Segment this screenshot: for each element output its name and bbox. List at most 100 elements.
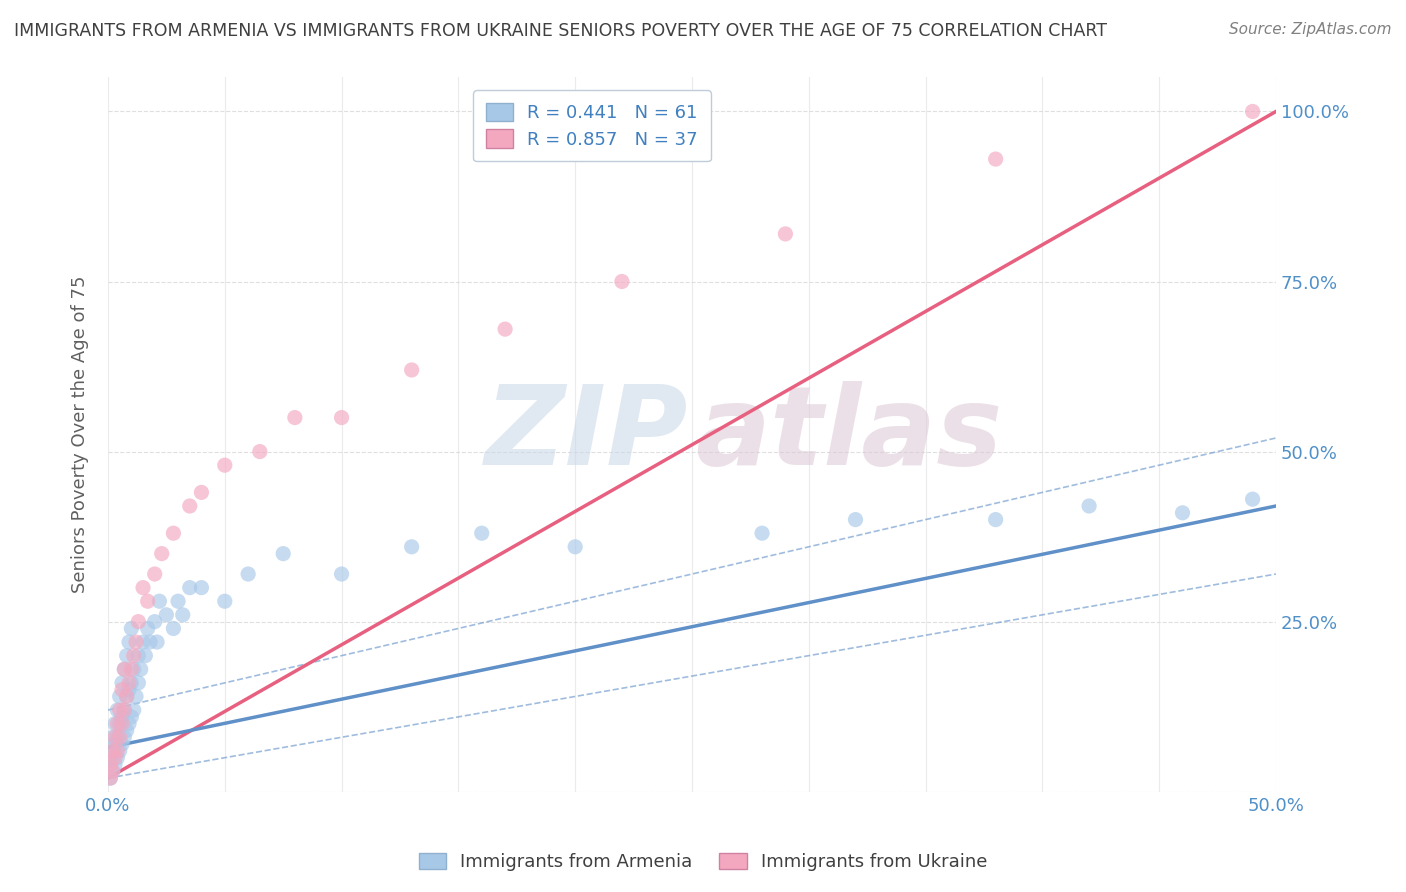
Point [401, 540, 423, 554]
Point [108, 690, 131, 704]
Point [120, 676, 142, 690]
Point [101, 764, 124, 779]
Point [108, 731, 131, 745]
Point [471, 526, 494, 541]
Point [101, 731, 124, 745]
Point [132, 635, 155, 649]
Point [125, 690, 148, 704]
Point [984, 513, 1007, 527]
Point [155, 607, 177, 622]
Point [167, 594, 190, 608]
Point [162, 622, 184, 636]
Point [112, 662, 135, 676]
Text: ZIP: ZIP [485, 381, 689, 488]
Point [610, 275, 633, 289]
Point [101, 764, 124, 779]
Point [564, 540, 586, 554]
Point [162, 526, 184, 541]
Point [284, 410, 307, 425]
Point [108, 703, 131, 717]
Point [1241, 104, 1264, 119]
Legend: Immigrants from Armenia, Immigrants from Ukraine: Immigrants from Armenia, Immigrants from… [412, 846, 994, 879]
Point [111, 716, 134, 731]
Point [115, 690, 138, 704]
Point [236, 567, 259, 582]
Point [120, 622, 142, 636]
Point [129, 662, 152, 676]
Text: IMMIGRANTS FROM ARMENIA VS IMMIGRANTS FROM UKRAINE SENIORS POVERTY OVER THE AGE : IMMIGRANTS FROM ARMENIA VS IMMIGRANTS FR… [14, 22, 1107, 40]
Point [136, 594, 159, 608]
Point [118, 676, 141, 690]
Point [148, 594, 170, 608]
Point [105, 744, 128, 758]
Point [125, 635, 148, 649]
Point [122, 703, 145, 717]
Point [751, 526, 773, 541]
Point [122, 662, 145, 676]
Point [112, 662, 135, 676]
Point [143, 567, 166, 582]
Point [120, 662, 142, 676]
Point [172, 607, 194, 622]
Point [134, 648, 156, 663]
Point [775, 227, 797, 241]
Legend: R = 0.441   N = 61, R = 0.857   N = 37: R = 0.441 N = 61, R = 0.857 N = 37 [474, 90, 710, 161]
Point [105, 750, 128, 764]
Point [105, 703, 128, 717]
Point [108, 716, 131, 731]
Point [105, 731, 128, 745]
Point [844, 513, 866, 527]
Point [111, 710, 134, 724]
Point [118, 635, 141, 649]
Y-axis label: Seniors Poverty Over the Age of 75: Seniors Poverty Over the Age of 75 [72, 276, 89, 593]
Point [150, 547, 173, 561]
Point [112, 703, 135, 717]
Point [179, 499, 201, 513]
Point [104, 731, 127, 745]
Point [115, 690, 138, 704]
Point [98, 757, 121, 772]
Point [127, 615, 149, 629]
Point [104, 716, 127, 731]
Point [120, 710, 142, 724]
Point [98, 771, 121, 785]
Point [118, 716, 141, 731]
Point [249, 444, 271, 458]
Point [1078, 499, 1101, 513]
Text: Source: ZipAtlas.com: Source: ZipAtlas.com [1229, 22, 1392, 37]
Point [115, 648, 138, 663]
Point [179, 581, 201, 595]
Point [330, 410, 353, 425]
Point [143, 615, 166, 629]
Point [118, 682, 141, 697]
Point [104, 737, 127, 751]
Point [494, 322, 516, 336]
Point [111, 737, 134, 751]
Point [190, 581, 212, 595]
Point [139, 635, 162, 649]
Point [111, 682, 134, 697]
Point [127, 676, 149, 690]
Point [984, 152, 1007, 166]
Point [132, 581, 155, 595]
Point [101, 744, 124, 758]
Point [1241, 492, 1264, 507]
Point [98, 771, 121, 785]
Point [104, 750, 127, 764]
Point [108, 744, 131, 758]
Point [330, 567, 353, 582]
Point [115, 723, 138, 738]
Point [112, 703, 135, 717]
Point [104, 757, 127, 772]
Point [1171, 506, 1194, 520]
Point [111, 676, 134, 690]
Text: atlas: atlas [696, 381, 1002, 488]
Point [101, 744, 124, 758]
Point [190, 485, 212, 500]
Point [136, 622, 159, 636]
Point [127, 648, 149, 663]
Point [271, 547, 294, 561]
Point [401, 363, 423, 377]
Point [214, 594, 236, 608]
Point [146, 635, 169, 649]
